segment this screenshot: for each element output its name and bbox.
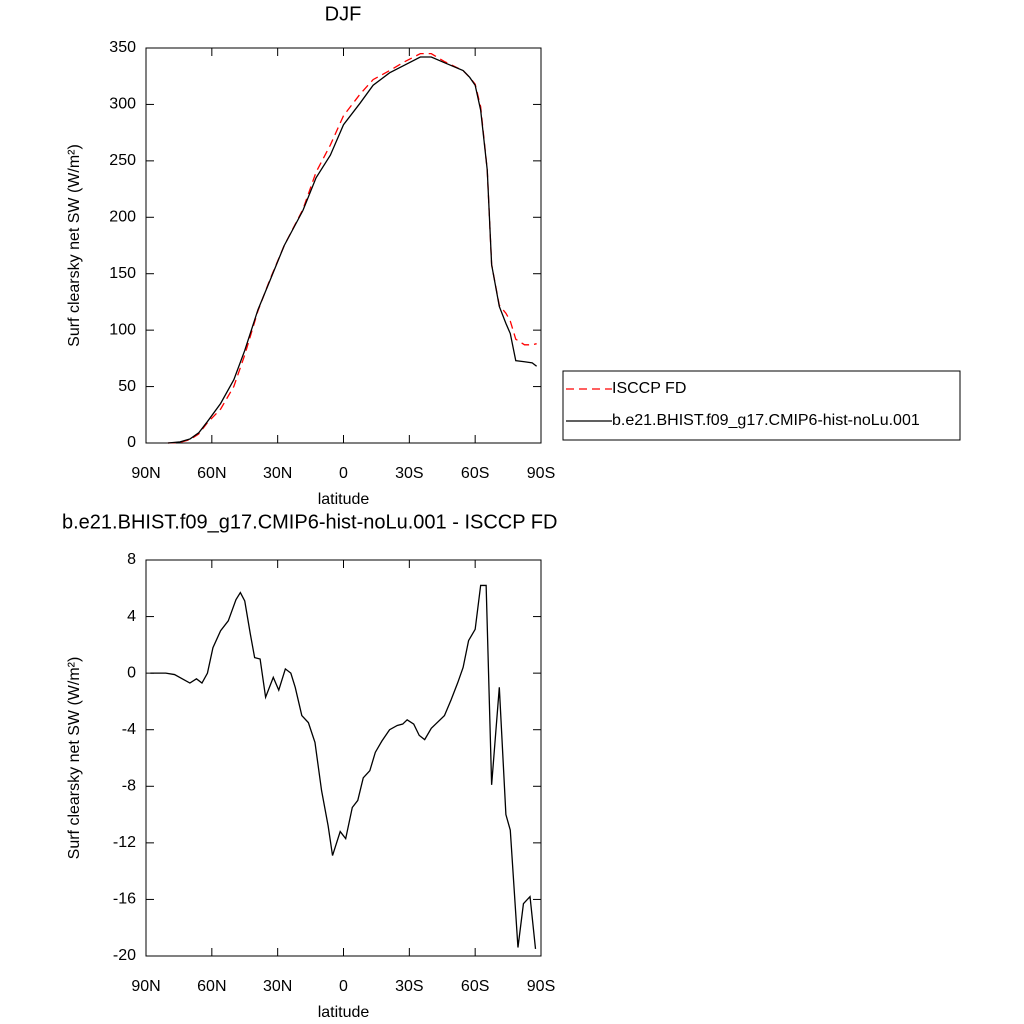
data-line <box>150 584 537 949</box>
y-tick-label: 4 <box>127 608 136 625</box>
x-tick-label: 60S <box>461 978 489 995</box>
y-tick-label: 50 <box>118 378 136 395</box>
x-tick-label: 90N <box>131 465 160 482</box>
y-tick-label: 300 <box>109 96 136 113</box>
x-tick-label: 60N <box>197 978 226 995</box>
x-tick-label: 60N <box>197 465 226 482</box>
legend-label: ISCCP FD <box>612 380 686 397</box>
x-axis-label: latitude <box>318 491 370 508</box>
y-tick-label: 150 <box>109 265 136 282</box>
plot-frame <box>145 47 542 444</box>
x-tick-label: 0 <box>339 978 348 995</box>
x-axis-label: latitude <box>318 1004 370 1021</box>
x-tick-label: 30N <box>263 465 292 482</box>
y-tick-label: 250 <box>109 152 136 169</box>
x-tick-label: 60S <box>461 465 489 482</box>
x-tick-label: 30S <box>395 465 423 482</box>
chart-title: b.e21.BHIST.f09_g17.CMIP6-hist-noLu.001 … <box>62 511 557 533</box>
x-tick-label: 30N <box>263 978 292 995</box>
x-tick-label: 90S <box>527 465 555 482</box>
y-tick-label: -8 <box>122 778 136 795</box>
x-tick-label: 90N <box>131 978 160 995</box>
chart-title: DJF <box>325 3 362 25</box>
x-tick-label: 30S <box>395 978 423 995</box>
x-tick-label: 90S <box>527 978 555 995</box>
data-line <box>167 52 537 444</box>
plot-frame <box>145 559 542 957</box>
y-tick-label: 200 <box>109 209 136 226</box>
legend-box <box>562 370 961 441</box>
y-axis-label: Surf clearsky net SW (W/m²) <box>66 657 83 860</box>
data-line <box>167 56 538 444</box>
y-tick-label: 8 <box>127 551 136 568</box>
y-tick-label: 100 <box>109 321 136 338</box>
y-tick-label: -12 <box>113 834 136 851</box>
legend-label: b.e21.BHIST.f09_g17.CMIP6-hist-noLu.001 <box>612 412 920 429</box>
y-tick-label: -16 <box>113 891 136 908</box>
y-tick-label: -4 <box>122 721 136 738</box>
x-tick-label: 0 <box>339 465 348 482</box>
y-tick-label: 350 <box>109 39 136 56</box>
y-tick-label: 0 <box>127 664 136 681</box>
y-tick-label: -20 <box>113 947 136 964</box>
y-axis-label: Surf clearsky net SW (W/m²) <box>66 144 83 347</box>
y-tick-label: 0 <box>127 434 136 451</box>
